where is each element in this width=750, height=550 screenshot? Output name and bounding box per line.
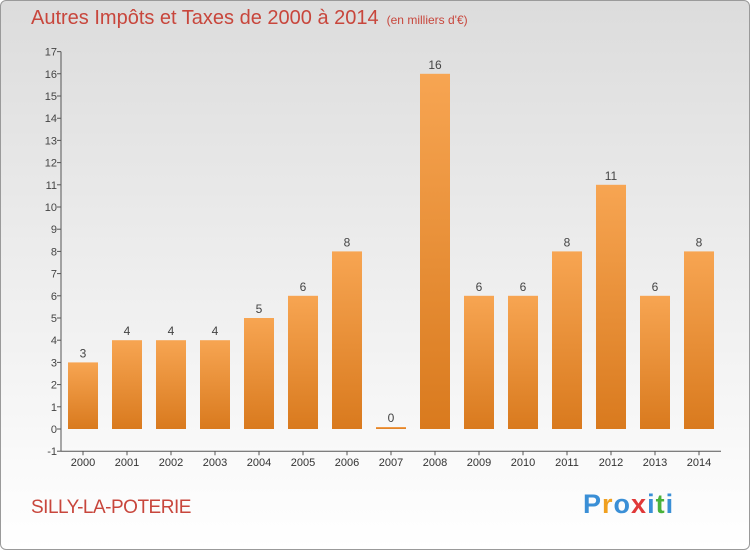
y-tick-label: 5 [51, 313, 57, 325]
bar-2007 [376, 427, 406, 429]
x-tick-label-2002: 2002 [159, 457, 183, 469]
x-tick-label-2003: 2003 [203, 457, 227, 469]
bar-2004 [244, 318, 274, 429]
bar-2000 [68, 362, 98, 429]
y-tick-label: 13 [45, 135, 57, 147]
logo-letter: x [631, 489, 648, 519]
logo-letter: i [665, 489, 675, 519]
y-tick-label: 3 [51, 357, 57, 369]
y-tick-label: 6 [51, 291, 57, 303]
bars [68, 73, 714, 430]
bar-2014 [684, 251, 714, 429]
y-tick-label: 16 [45, 69, 57, 81]
bar-2012 [596, 184, 626, 429]
x-tick-label-2011: 2011 [555, 457, 579, 469]
data-label-2010: 6 [520, 280, 527, 294]
bar-2010 [508, 295, 538, 429]
x-axis: 2000 2001 2002 2003 2004 2005 2006 2007 2008 2009… [61, 450, 721, 469]
x-tick-label-2001: 2001 [115, 457, 139, 469]
bar-2001 [112, 340, 142, 429]
x-tick-label-2010: 2010 [511, 457, 535, 469]
data-label-2011: 8 [564, 235, 571, 249]
y-tick-label: 14 [45, 113, 57, 125]
x-tick-label-2013: 2013 [643, 457, 667, 469]
bar-2008 [420, 73, 450, 430]
y-tick-label: 4 [51, 335, 57, 347]
y-tick-label: 12 [45, 158, 57, 170]
logo-letter: t [655, 489, 666, 519]
x-tick-label-2004: 2004 [247, 457, 271, 469]
x-tick-label-2008: 2008 [423, 457, 447, 469]
x-tick-label-2012: 2012 [599, 457, 623, 469]
data-label-2006: 8 [344, 235, 351, 249]
data-label-2014: 8 [696, 235, 703, 249]
title-text: Autres Impôts et Taxes de 2000 à 2014 [31, 7, 379, 29]
y-tick-label: 7 [51, 269, 57, 281]
data-label-2004: 5 [256, 302, 263, 316]
data-labels: 3 4 4 4 5 6 8 0 16 6 6 8 11 6 8 [80, 58, 703, 425]
data-label-2005: 6 [300, 280, 307, 294]
data-label-2002: 4 [168, 324, 175, 338]
y-tick-label: 2 [51, 380, 57, 392]
bar-2002 [156, 340, 186, 429]
data-label-2009: 6 [476, 280, 483, 294]
y-tick-label: 1 [51, 402, 57, 414]
bar-2003 [200, 340, 230, 429]
x-tick-label-2006: 2006 [335, 457, 359, 469]
y-tick-label: 10 [45, 202, 57, 214]
chart-subtitle: (en milliers d'€) [386, 13, 468, 27]
x-tick-label-2000: 2000 [71, 457, 95, 469]
x-tick-label-2014: 2014 [687, 457, 711, 469]
data-label-2001: 4 [124, 324, 131, 338]
data-label-2008: 16 [428, 58, 442, 72]
logo-letter: r [602, 489, 614, 519]
logo-letter: P [583, 489, 603, 519]
bar-2006 [332, 251, 362, 429]
proxiti-logo: Proxiti [583, 489, 674, 520]
y-tick-label: 17 [45, 47, 57, 59]
logo-letter: i [647, 489, 656, 519]
x-tick-label-2005: 2005 [291, 457, 315, 469]
data-label-2013: 6 [652, 280, 659, 294]
y-tick-label: 15 [45, 91, 57, 103]
y-tick-label: 8 [51, 246, 57, 258]
data-label-2012: 11 [605, 169, 618, 183]
x-tick-label-2009: 2009 [467, 457, 491, 469]
y-tick-label: 0 [51, 424, 57, 436]
chart-title: Autres Impôts et Taxes de 2000 à 2014 (en… [31, 7, 468, 30]
logo-letter: o [613, 489, 632, 519]
data-label-2000: 3 [80, 346, 87, 360]
data-label-2003: 4 [212, 324, 219, 338]
data-label-2007: 0 [388, 411, 395, 425]
bar-2009 [464, 295, 494, 429]
y-tick-label: 9 [51, 224, 57, 236]
bar-2005 [288, 295, 318, 429]
bar-2013 [640, 295, 670, 429]
y-tick-label: -1 [47, 446, 57, 458]
place-name: SILLY-LA-POTERIE [31, 497, 191, 518]
bar-2011 [552, 251, 582, 429]
x-tick-label-2007: 2007 [379, 457, 403, 469]
y-tick-label: 11 [46, 180, 57, 192]
